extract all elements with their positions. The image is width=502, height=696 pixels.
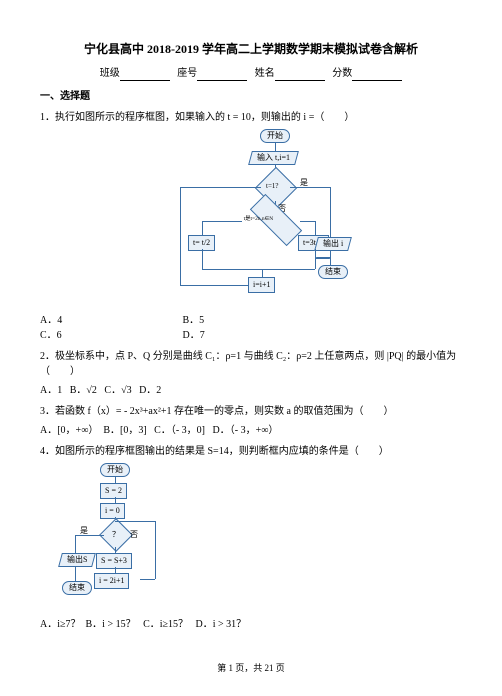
q2-optA: A．1 xyxy=(40,385,62,396)
score-label: 分数 xyxy=(332,66,352,81)
q4-optD: D．i > 31？ xyxy=(196,619,247,630)
q2-optB: B．√2 xyxy=(70,385,97,396)
q1-optB: B．5 xyxy=(183,315,205,326)
flow2-end: 结束 xyxy=(62,581,92,595)
exam-page: 宁化县高中 2018-2019 学年高二上学期数学期末模拟试卷含解析 班级 座号… xyxy=(0,0,502,696)
page-title: 宁化县高中 2018-2019 学年高二上学期数学期末模拟试卷含解析 xyxy=(40,40,462,58)
question-1: 1．执行如图所示的程序框图，如果输入的 t = 10，则输出的 i =（ ） xyxy=(40,110,462,125)
q1-options: A．4 B．5 C．6 D．7 xyxy=(40,313,462,343)
question-4: 4．如图所示的程序框图输出的结果是 S=14，则判断框内应填的条件是（ ） xyxy=(40,444,462,459)
q3-optC: C．（- 3，0] xyxy=(154,425,205,436)
flow-output-wrap xyxy=(316,257,331,259)
flow-start: 开始 xyxy=(260,129,290,143)
flow2-start: 开始 xyxy=(100,463,130,477)
page-footer: 第 1 页，共 21 页 xyxy=(40,662,462,676)
q3-optB: B．[0，3] xyxy=(103,425,146,436)
flow2-cond-text: ？ xyxy=(112,529,120,541)
flow2-ss3: S = S+3 xyxy=(96,553,132,569)
q4-options: A．i≥7？ B．i > 15？ C．i≥15？ D．i > 31？ xyxy=(40,617,462,632)
q1-optC: C．6 xyxy=(40,328,180,343)
flow-inc: i=i+1 xyxy=(248,277,275,293)
q4-optB: B．i > 15？ xyxy=(86,619,136,630)
flow2-no: 否 xyxy=(130,529,138,541)
flowchart-2: 开始 S = 2 i = 0 ？ 是 输出S 结束 否 S = S+3 i = … xyxy=(60,463,180,613)
q4-optA: A．i≥7？ xyxy=(40,619,81,630)
q2-optC: C．√3 xyxy=(104,385,131,396)
name-label: 姓名 xyxy=(255,66,275,81)
flow-end: 结束 xyxy=(318,265,348,279)
q3-optA: A．[0，+∞） xyxy=(40,425,98,436)
flow-cond1-text: t=1? xyxy=(266,181,279,192)
question-2: 2．极坐标系中，点 P、Q 分别是曲线 C₁：ρ=1 与曲线 C₂：ρ=2 上任… xyxy=(40,349,462,379)
flow2-ii1: i = 2i+1 xyxy=(94,573,129,589)
score-blank xyxy=(352,68,402,81)
q1-optD: D．7 xyxy=(183,330,205,341)
seat-label: 座号 xyxy=(177,66,197,81)
flow2-output: 输出S xyxy=(67,554,87,566)
section-heading: 一、选择题 xyxy=(40,89,462,104)
flow2-i0: i = 0 xyxy=(100,503,125,519)
flow-cond2-text: t是t=2n,n∈N xyxy=(244,215,274,223)
q2-optD: D．2 xyxy=(139,385,161,396)
seat-blank xyxy=(197,68,247,81)
name-blank xyxy=(275,68,325,81)
q1-optA: A．4 xyxy=(40,313,180,328)
q2-options: A．1 B．√2 C．√3 D．2 xyxy=(40,383,462,398)
fill-row: 班级 座号 姓名 分数 xyxy=(40,66,462,81)
question-3: 3．若函数 f（x）= - 2x³+ax²+1 存在唯一的零点，则实数 a 的取… xyxy=(40,404,462,419)
q3-optD: D．（- 3，+∞） xyxy=(213,425,279,436)
class-blank xyxy=(120,68,170,81)
q3-options: A．[0，+∞） B．[0，3] C．（- 3，0] D．（- 3，+∞） xyxy=(40,423,462,438)
q4-optC: C．i≥15？ xyxy=(143,619,188,630)
flow-input: 输入 t,i=1 xyxy=(248,151,299,165)
class-label: 班级 xyxy=(100,66,120,81)
flow2-s2: S = 2 xyxy=(100,483,127,499)
flowchart-1: 开始 输入 t,i=1 t=1? 是 否 t是t=2n,n∈N t= t/2 t… xyxy=(140,129,360,309)
flow-output: 输出 i xyxy=(323,238,343,250)
